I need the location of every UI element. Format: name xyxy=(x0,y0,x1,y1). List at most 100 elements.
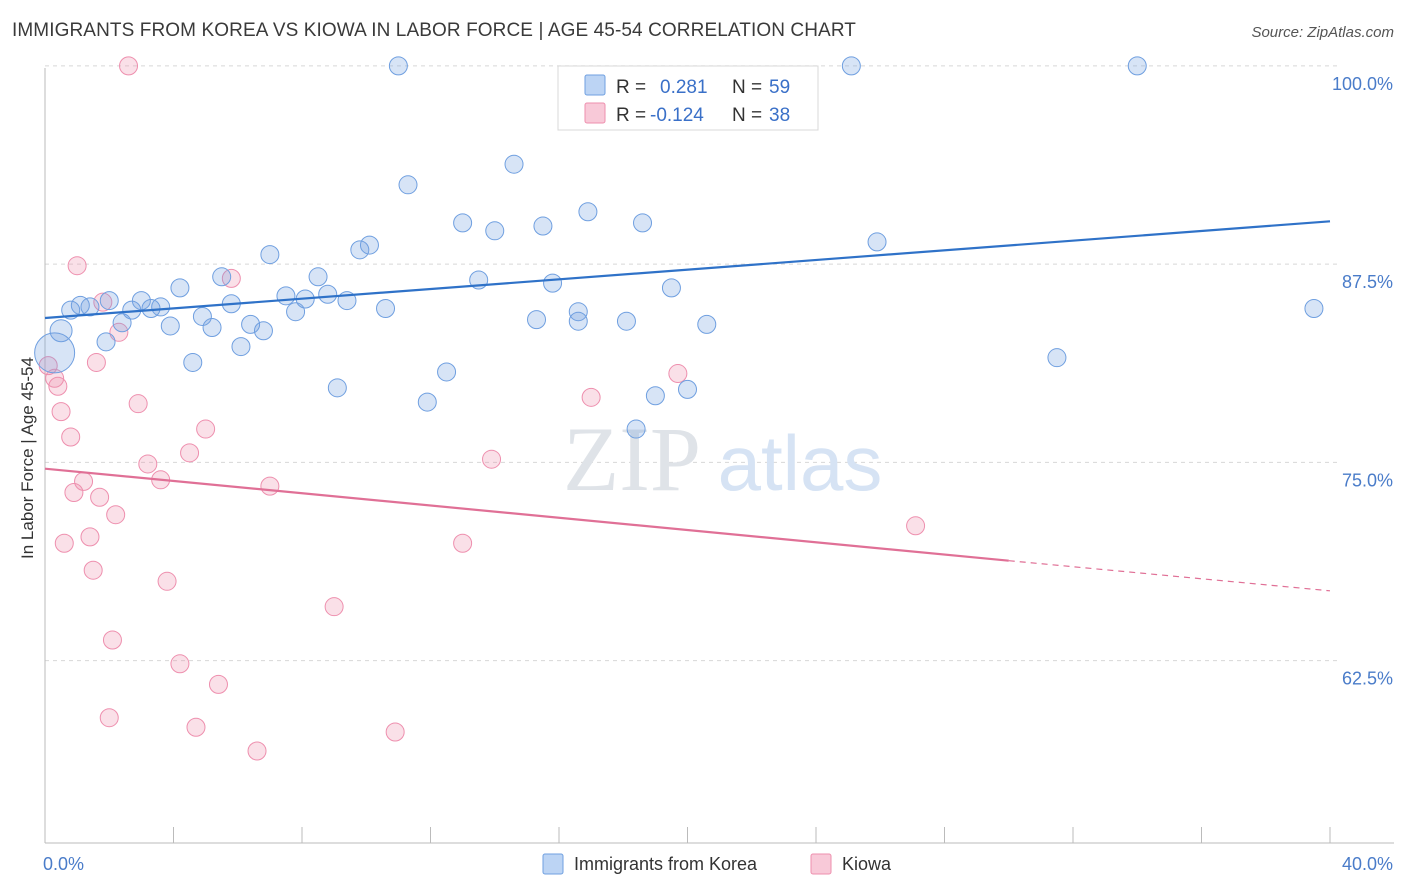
data-point-korea xyxy=(633,213,653,233)
data-point-korea xyxy=(318,284,338,304)
legend-r-label: R = xyxy=(616,77,646,98)
legend-swatch-korea xyxy=(584,74,606,96)
data-point-korea xyxy=(568,302,588,322)
data-point-korea xyxy=(327,378,347,398)
data-point-korea xyxy=(437,362,457,382)
data-point-kiowa xyxy=(180,443,200,463)
legend-r-label: R = xyxy=(616,105,646,126)
series-legend: Immigrants from Korea Kiowa xyxy=(542,853,892,875)
data-point-kiowa xyxy=(138,454,158,474)
data-point-korea xyxy=(49,319,73,343)
data-point-korea xyxy=(1304,299,1324,319)
data-point-korea xyxy=(160,316,180,336)
data-point-kiowa xyxy=(86,352,106,372)
data-point-korea xyxy=(80,297,100,317)
data-point-kiowa xyxy=(247,741,267,761)
axes xyxy=(44,68,1394,844)
data-point-kiowa xyxy=(93,292,113,312)
data-point-kiowa xyxy=(324,597,344,617)
data-point-korea xyxy=(398,175,418,195)
data-point-korea xyxy=(286,302,306,322)
y-tick-label: 100.0% xyxy=(1332,74,1393,94)
data-point-korea xyxy=(112,313,132,333)
legend-swatch-kiowa xyxy=(584,102,606,124)
data-point-kiowa xyxy=(90,487,110,507)
data-point-korea xyxy=(453,213,473,233)
data-point-korea xyxy=(131,291,151,311)
watermark-zip: ZIP xyxy=(563,408,701,510)
data-point-kiowa xyxy=(668,364,688,384)
data-point-kiowa xyxy=(64,482,84,502)
data-point-kiowa xyxy=(106,505,126,525)
x-tick-labels: 0.0% 40.0% xyxy=(43,854,1393,874)
legend-item-korea: Immigrants from Korea xyxy=(574,854,758,874)
trend-lines xyxy=(44,220,1331,592)
data-point-kiowa xyxy=(83,560,103,580)
data-point-kiowa xyxy=(80,527,100,547)
series-kiowa-points xyxy=(38,56,926,761)
data-point-korea xyxy=(697,314,717,334)
data-point-kiowa xyxy=(208,674,228,694)
data-point-kiowa xyxy=(102,630,122,650)
data-point-korea xyxy=(661,278,681,298)
y-tick-labels: 100.0% 87.5% 75.0% 62.5% xyxy=(1332,74,1393,689)
y-tick-label: 62.5% xyxy=(1342,669,1393,689)
legend-r-value: -0.124 xyxy=(650,105,704,126)
legend-n-label: N = xyxy=(732,105,762,126)
data-point-korea xyxy=(253,321,273,341)
data-point-korea xyxy=(678,379,697,399)
watermark: ZIP atlas xyxy=(563,408,882,510)
data-point-kiowa xyxy=(196,419,216,439)
legend-n-value: 38 xyxy=(769,105,790,126)
data-point-korea xyxy=(96,332,116,352)
x-tick-label: 40.0% xyxy=(1342,854,1393,874)
legend-swatch-kiowa xyxy=(810,853,832,875)
data-point-kiowa xyxy=(906,516,926,536)
y-tick-label: 87.5% xyxy=(1342,272,1393,292)
trend-line-korea xyxy=(44,220,1331,320)
data-point-korea xyxy=(276,286,296,306)
legend-n-value: 59 xyxy=(769,77,790,98)
correlation-legend: R = 0.281 N = 59 R = -0.124 N = 38 xyxy=(557,65,819,131)
watermark-atlas: atlas xyxy=(718,419,883,507)
data-point-korea xyxy=(388,56,408,76)
data-point-korea xyxy=(151,297,171,317)
data-point-kiowa xyxy=(54,533,74,553)
data-point-korea xyxy=(1127,56,1147,76)
data-point-kiowa xyxy=(260,476,280,496)
data-point-kiowa xyxy=(51,402,71,422)
data-point-korea xyxy=(504,154,524,174)
data-point-kiowa xyxy=(61,427,81,447)
data-point-kiowa xyxy=(99,708,119,728)
legend-r-value: 0.281 xyxy=(660,77,708,98)
series-korea-points xyxy=(34,56,1324,439)
data-point-kiowa xyxy=(482,449,502,469)
y-axis-label: In Labor Force | Age 45-54 xyxy=(18,357,37,559)
data-point-korea xyxy=(212,267,232,287)
legend-item-kiowa: Kiowa xyxy=(842,854,892,874)
chart-title: IMMIGRANTS FROM KOREA VS KIOWA IN LABOR … xyxy=(12,20,857,41)
data-point-korea xyxy=(527,310,547,330)
data-point-korea xyxy=(568,311,588,331)
data-point-kiowa xyxy=(128,394,148,414)
data-point-korea xyxy=(841,56,861,76)
gridlines xyxy=(45,65,1340,662)
data-point-korea xyxy=(170,278,190,298)
data-point-korea xyxy=(645,386,665,406)
trend-line-kiowa-extrapolated xyxy=(1008,560,1331,592)
data-point-korea xyxy=(359,235,379,255)
data-point-korea xyxy=(626,419,646,439)
data-point-kiowa xyxy=(385,722,405,742)
x-tick-label: 0.0% xyxy=(43,854,84,874)
data-point-korea xyxy=(578,202,598,222)
data-point-korea xyxy=(533,216,553,236)
data-point-kiowa xyxy=(186,717,206,737)
data-point-korea xyxy=(867,232,887,252)
data-point-kiowa xyxy=(157,571,177,591)
data-point-kiowa xyxy=(581,387,601,407)
data-point-korea xyxy=(99,291,119,311)
data-point-kiowa xyxy=(74,471,94,491)
data-point-korea xyxy=(260,245,280,265)
data-point-korea xyxy=(183,352,203,372)
